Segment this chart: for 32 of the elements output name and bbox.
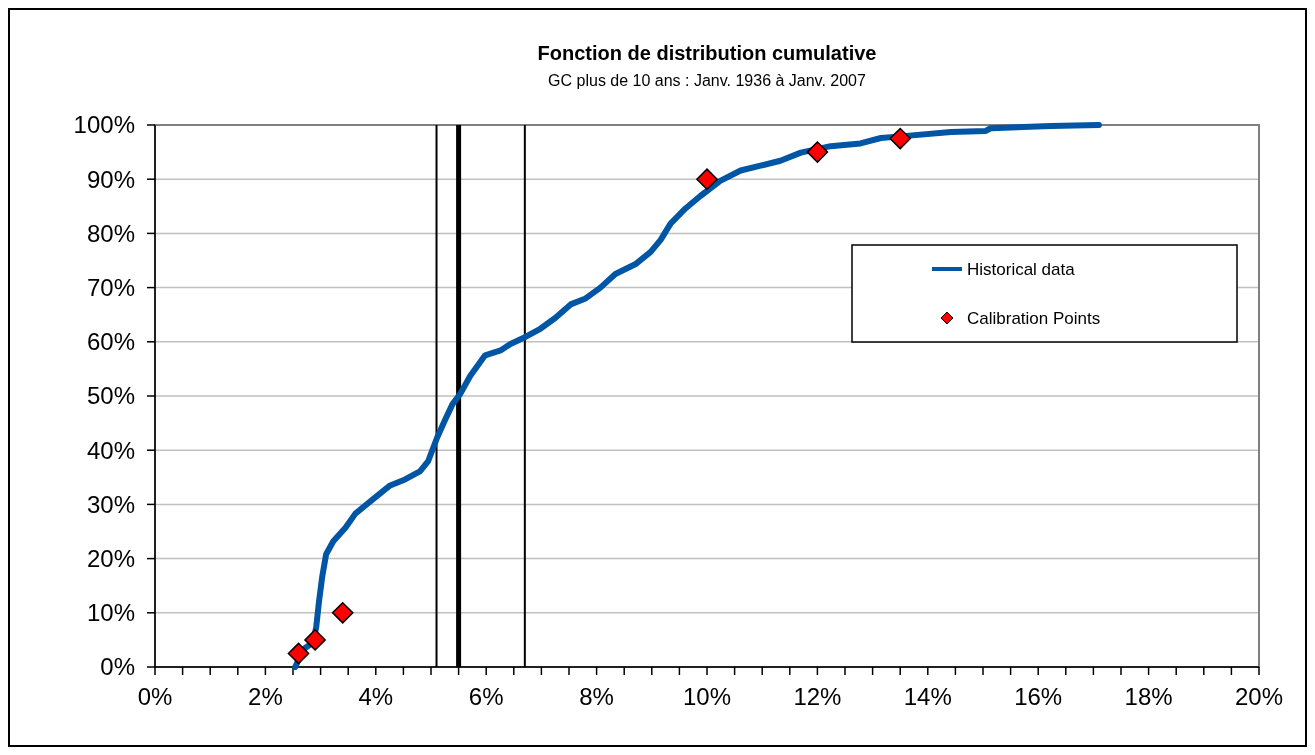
point	[304, 629, 326, 651]
y-tick-label: 80%	[86, 219, 135, 247]
point	[806, 141, 829, 163]
y-tick-label: 40%	[86, 436, 135, 464]
x-tick-label: 6%	[468, 683, 504, 710]
y-tick-label: 70%	[86, 274, 135, 301]
y-tick-label: 100%	[73, 111, 135, 139]
chart-title: Fonction de distribution cumulative	[537, 42, 877, 64]
x-tick-label: 2%	[248, 683, 283, 710]
point	[331, 601, 354, 624]
y-tick-label: 60%	[86, 328, 135, 356]
x-tick-label: 18%	[1124, 683, 1173, 710]
x-tick-label: 10%	[682, 683, 732, 710]
x-tick-label: 4%	[358, 683, 394, 710]
y-tick-label: 10%	[86, 599, 135, 627]
y-tick-label: 20%	[86, 545, 135, 572]
x-tick-label: 14%	[903, 683, 952, 710]
y-tick-label: 50%	[86, 382, 135, 410]
point	[696, 168, 718, 191]
point	[889, 127, 912, 150]
legend-label: Calibration Points	[967, 308, 1101, 328]
y-tick-label: 0%	[100, 653, 135, 681]
point	[287, 642, 310, 665]
y-tick-label: 90%	[86, 165, 135, 193]
x-tick-label: 20%	[1234, 683, 1284, 710]
x-tick-label: 12%	[793, 683, 842, 710]
x-tick-label: 8%	[579, 683, 614, 710]
y-tick-label: 30%	[86, 490, 135, 518]
chart-subtitle: GC plus de 10 ans : Janv. 1936 à Janv. 2007	[548, 72, 867, 89]
x-tick-label: 16%	[1014, 683, 1063, 710]
legend-label: Historical data	[967, 259, 1076, 279]
x-tick-label: 0%	[137, 683, 173, 710]
